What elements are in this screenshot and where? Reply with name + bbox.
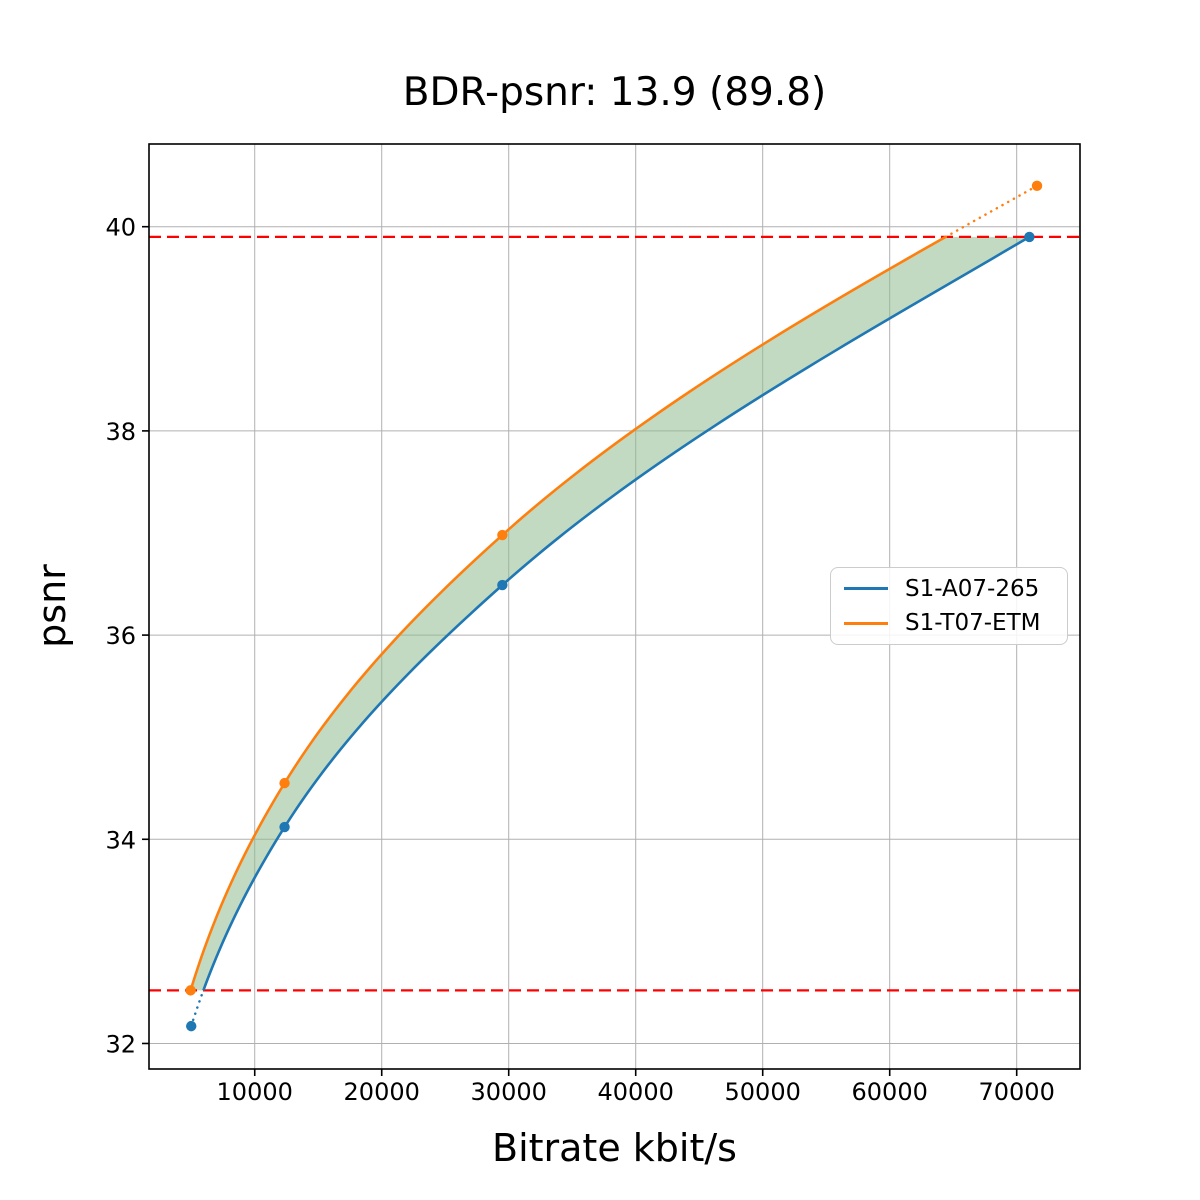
y-tick-label: 38	[105, 418, 136, 446]
legend-line-swatch-1	[844, 621, 888, 625]
legend-box: S1-A07-265 S1-T07-ETM	[830, 567, 1068, 645]
data-point-marker	[497, 579, 508, 591]
y-tick-label: 36	[105, 622, 136, 650]
layer-frame	[148, 143, 1081, 1070]
data-point-marker	[1024, 231, 1035, 243]
y-tick-label: 32	[105, 1030, 136, 1058]
layer-ticks: 10000 20000 30000 40000 50000 60000 70000 32 34 3…	[105, 214, 1054, 1106]
series-curve-dotted	[189, 989, 205, 1028]
y-tick-label: 34	[105, 826, 136, 854]
data-point-marker	[185, 985, 196, 996]
legend-line-swatch-0	[844, 587, 888, 591]
layer-curves	[189, 184, 1039, 1028]
legend-label-1: S1-T07-ETM	[905, 610, 1041, 637]
series-curve-dotted	[944, 184, 1039, 239]
x-axis-label: Bitrate kbit/s	[492, 1126, 737, 1170]
data-point-marker	[279, 777, 290, 789]
data-point-marker	[497, 529, 508, 541]
legend-label-0: S1-A07-265	[905, 575, 1040, 602]
legend-item: S1-A07-265	[844, 574, 1054, 604]
plot-border	[148, 143, 1081, 1070]
x-tick-label: 30000	[471, 1078, 547, 1106]
y-axis-label: psnr	[30, 564, 74, 648]
x-tick-label: 40000	[598, 1078, 674, 1106]
series-curve-solid	[202, 235, 1031, 991]
x-tick-label: 70000	[979, 1078, 1055, 1106]
data-point-marker	[186, 1020, 197, 1032]
y-tick-label: 40	[105, 214, 136, 242]
x-tick-label: 10000	[217, 1078, 293, 1106]
data-point-marker	[1031, 180, 1043, 192]
chart-title: BDR-psnr: 13.9 (89.8)	[402, 70, 827, 115]
x-tick-label: 60000	[852, 1078, 928, 1106]
x-tick-label: 50000	[725, 1078, 801, 1106]
layer-markers	[185, 180, 1043, 1032]
series-curve-solid	[189, 235, 947, 991]
legend-item: S1-T07-ETM	[844, 609, 1054, 639]
layer-ref	[149, 235, 1080, 992]
data-point-marker	[279, 821, 290, 833]
x-tick-label: 20000	[344, 1078, 420, 1106]
